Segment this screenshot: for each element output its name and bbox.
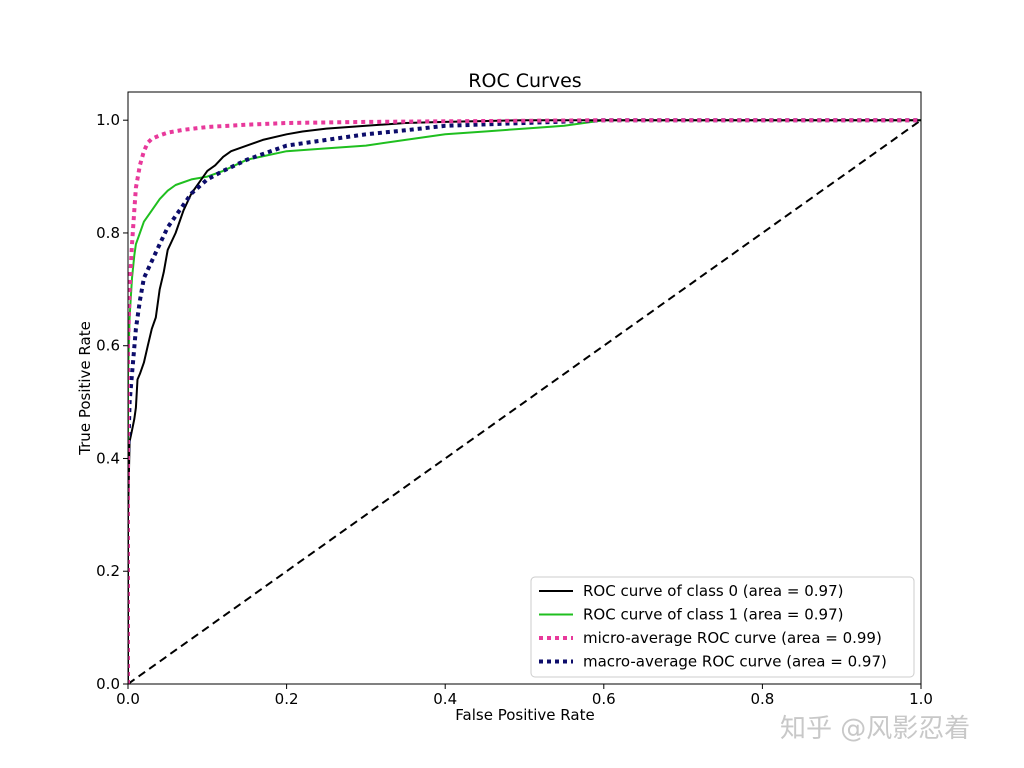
y-tick-label: 0.6 — [96, 337, 120, 355]
legend-box — [530, 576, 915, 678]
x-tick-label: 0.2 — [275, 690, 299, 708]
watermark: 知乎 @风影忍着 — [780, 714, 971, 744]
legend-entry-label: micro-average ROC curve (area = 0.99) — [583, 629, 882, 647]
plot-frame — [127, 91, 922, 685]
y-tick-label: 0.2 — [96, 562, 120, 580]
legend-entry-label: ROC curve of class 0 (area = 0.97) — [583, 582, 843, 600]
y-tick-label: 0.0 — [96, 675, 120, 693]
x-tick-label: 0.6 — [592, 690, 616, 708]
x-tick-label: 0.0 — [116, 690, 140, 708]
x-axis-label: False Positive Rate — [455, 706, 594, 724]
legend-entry-label: macro-average ROC curve (area = 0.97) — [583, 653, 887, 671]
roc-series-line-3 — [128, 118, 921, 684]
chart-title: ROC Curves — [468, 70, 581, 92]
legend: ROC curve of class 0 (area = 0.97) ROC cu… — [530, 576, 915, 678]
x-tick-label: 0.8 — [750, 690, 774, 708]
axis-ticks: 0.0 0.2 0.4 0.6 0.8 1.0 0.0 0.2 0.4 0.6 0.8 1.0 — [96, 111, 933, 708]
chance-diagonal-line — [128, 119, 921, 684]
x-tick-label: 0.4 — [433, 690, 457, 708]
roc-series-line-1 — [128, 119, 921, 684]
y-axis-label: True Positive Rate — [76, 321, 94, 456]
x-tick-label: 1.0 — [909, 690, 933, 708]
legend-entry-label: ROC curve of class 1 (area = 0.97) — [583, 606, 843, 624]
plot-area — [128, 118, 921, 684]
y-tick-label: 1.0 — [96, 111, 120, 129]
y-tick-label: 0.4 — [96, 449, 120, 467]
y-tick-label: 0.8 — [96, 224, 120, 242]
roc-series-line-2 — [128, 118, 921, 684]
